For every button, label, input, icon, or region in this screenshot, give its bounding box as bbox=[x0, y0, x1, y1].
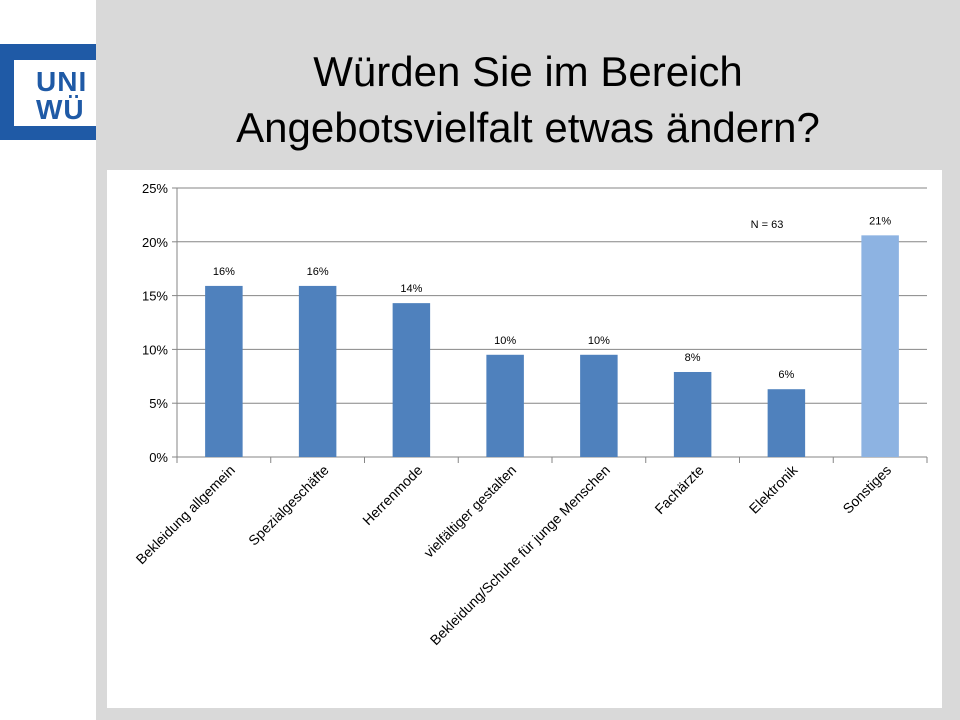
bar bbox=[767, 389, 806, 457]
x-tick-label: Spezialgeschäfte bbox=[245, 462, 332, 549]
y-tick-label: 15% bbox=[142, 289, 168, 304]
data-label: 10% bbox=[494, 335, 516, 347]
bar bbox=[205, 285, 243, 457]
sample-size-annotation: N = 63 bbox=[751, 219, 784, 231]
x-tick-label: Elektronik bbox=[746, 461, 801, 516]
university-logo: UNI WÜ bbox=[0, 44, 96, 140]
bar bbox=[861, 235, 899, 457]
x-tick-label: Herrenmode bbox=[359, 462, 425, 528]
bar bbox=[673, 371, 712, 457]
x-tick-label: Fachärzte bbox=[651, 462, 706, 517]
x-tick-label: Bekleidung allgemein bbox=[133, 462, 238, 567]
data-label: 14% bbox=[400, 283, 422, 295]
bar-chart: 0% 5% 10% 15% 20% 25% 16% Bekleidung allgemein 1… bbox=[133, 181, 928, 648]
slide-title-line2: Angebotsvielfalt etwas ändern? bbox=[236, 104, 820, 151]
y-tick-label: 0% bbox=[149, 450, 168, 465]
bar bbox=[298, 285, 337, 457]
data-label: 16% bbox=[307, 266, 329, 278]
bar bbox=[486, 354, 524, 457]
data-label: 8% bbox=[685, 352, 701, 364]
x-tick-label: Sonstiges bbox=[839, 462, 894, 517]
slide-title-line1: Würden Sie im Bereich bbox=[313, 48, 743, 95]
chart-area: 0% 5% 10% 15% 20% 25% 16% Bekleidung allgemein 1… bbox=[107, 170, 942, 708]
x-tick-label: Bekleidung/Schuhe für junge Menschen bbox=[427, 462, 613, 648]
slide-title: Würden Sie im Bereich Angebotsvielfalt e… bbox=[96, 44, 960, 156]
y-tick-label: 5% bbox=[149, 396, 168, 411]
data-label: 16% bbox=[213, 266, 235, 278]
y-tick-label: 25% bbox=[142, 181, 168, 196]
data-label: 6% bbox=[778, 369, 794, 381]
logo-text-line1: UNI bbox=[36, 66, 88, 97]
logo-inner: UNI WÜ bbox=[14, 60, 96, 126]
y-tick-label: 20% bbox=[142, 235, 168, 250]
logo-text-line2: WÜ bbox=[36, 94, 85, 125]
data-label: 21% bbox=[869, 215, 891, 227]
x-tick-label: vielfältiger gestalten bbox=[420, 462, 519, 561]
bar bbox=[580, 354, 618, 457]
bar bbox=[392, 303, 431, 457]
data-label: 10% bbox=[588, 335, 610, 347]
y-tick-label: 10% bbox=[142, 342, 168, 357]
